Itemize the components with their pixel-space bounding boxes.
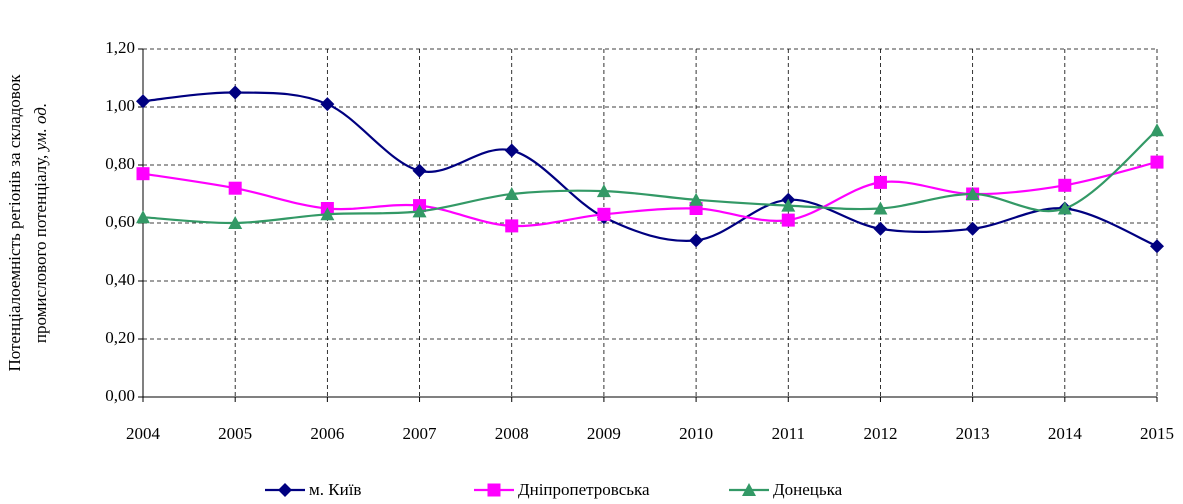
data-point: [228, 85, 243, 100]
x-tick-label: 2011: [772, 424, 805, 443]
data-point: [412, 204, 427, 218]
y-tick-label: 0,20: [105, 328, 135, 347]
x-tick-label: 2012: [863, 424, 897, 443]
data-point: [873, 201, 888, 215]
y-tick-label: 0,60: [105, 212, 135, 231]
data-point: [136, 210, 150, 224]
data-point: [781, 213, 795, 227]
data-point: [596, 184, 611, 198]
y-axis-label: Потенціалоемність регіонів за складовок: [5, 74, 24, 372]
x-tick-label: 2015: [1140, 424, 1174, 443]
data-point: [136, 94, 150, 109]
data-point: [689, 233, 704, 248]
data-point: [1058, 178, 1072, 192]
y-axis-label-part: промислового потенціалу,: [31, 150, 50, 343]
data-point: [228, 216, 243, 229]
x-tick-label: 2006: [310, 424, 344, 443]
data-point: [320, 207, 335, 221]
data-point: [1057, 201, 1072, 215]
y-axis-label: промислового потенціалу, ум. од.: [31, 103, 50, 343]
data-point: [965, 221, 980, 236]
data-point: [504, 143, 519, 158]
data-point: [781, 198, 796, 212]
data-point: [689, 192, 704, 206]
data-point: [873, 175, 887, 189]
data-point: [597, 207, 611, 221]
legend-marker: [742, 483, 756, 496]
data-point: [136, 167, 150, 181]
legend-marker: [487, 483, 501, 497]
legend-label: Донецька: [773, 480, 843, 499]
x-tick-label: 2005: [218, 424, 252, 443]
x-tick-label: 2007: [403, 424, 438, 443]
data-point: [228, 181, 242, 195]
data-point: [1150, 123, 1164, 137]
data-point: [412, 163, 427, 178]
legend-label: Дніпропетровська: [518, 480, 650, 499]
x-tick-label: 2013: [956, 424, 990, 443]
y-axis-label-part: ум. од.: [31, 103, 50, 153]
x-tick-label: 2014: [1048, 424, 1083, 443]
y-tick-label: 0,80: [105, 154, 135, 173]
x-tick-label: 2010: [679, 424, 713, 443]
data-point: [1150, 155, 1164, 169]
data-point: [965, 187, 980, 200]
legend-marker: [278, 483, 292, 497]
x-tick-label: 2004: [126, 424, 161, 443]
data-point: [1150, 239, 1164, 254]
y-tick-label: 0,40: [105, 270, 135, 289]
x-tick-label: 2009: [587, 424, 621, 443]
data-point: [505, 219, 519, 233]
data-point: [873, 221, 888, 236]
data-point: [320, 97, 335, 112]
legend-label: м. Київ: [309, 480, 361, 499]
data-point: [504, 187, 519, 200]
y-tick-label: 1,20: [105, 38, 135, 57]
y-tick-label: 0,00: [105, 386, 135, 405]
series-line: [142, 129, 1158, 225]
y-tick-label: 1,00: [105, 96, 135, 115]
x-tick-label: 2008: [495, 424, 529, 443]
